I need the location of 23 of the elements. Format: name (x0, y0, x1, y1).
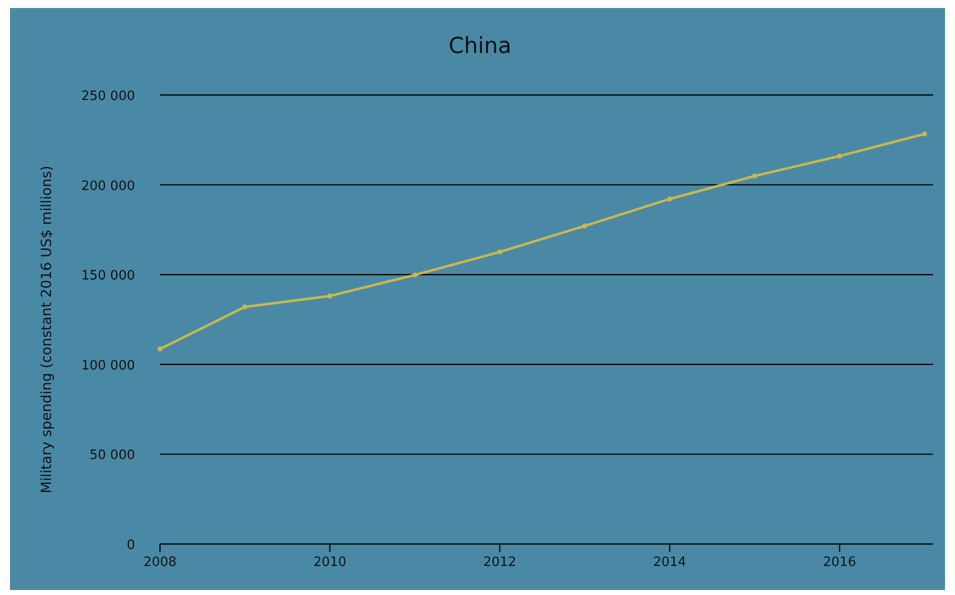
point (158, 346, 162, 352)
y-axis-title: Military spending (constant 2016 US$ millions) (39, 166, 55, 494)
point (922, 131, 928, 136)
x-tick-label: 2014 (653, 555, 686, 570)
y-tick-label: 150 000 (81, 268, 135, 284)
point (582, 223, 588, 228)
point (837, 154, 842, 159)
point (497, 249, 502, 254)
x-tick-label: 2012 (483, 555, 516, 570)
y-tick-label: 200 000 (81, 178, 135, 194)
chart-title: China (448, 34, 512, 59)
y-tick-label: 50 000 (90, 448, 135, 464)
point (412, 272, 418, 278)
x-tick-label: 2016 (823, 555, 856, 570)
x-tick-label: 2010 (313, 555, 346, 570)
point (752, 174, 758, 178)
y-tick-label: 100 000 (81, 358, 135, 374)
point (327, 293, 332, 298)
x-tick-label: 2008 (143, 555, 177, 570)
point (667, 196, 672, 202)
y-tick-label: 250 000 (81, 89, 135, 104)
point (242, 304, 248, 310)
y-tick-label: 0 (126, 538, 135, 553)
